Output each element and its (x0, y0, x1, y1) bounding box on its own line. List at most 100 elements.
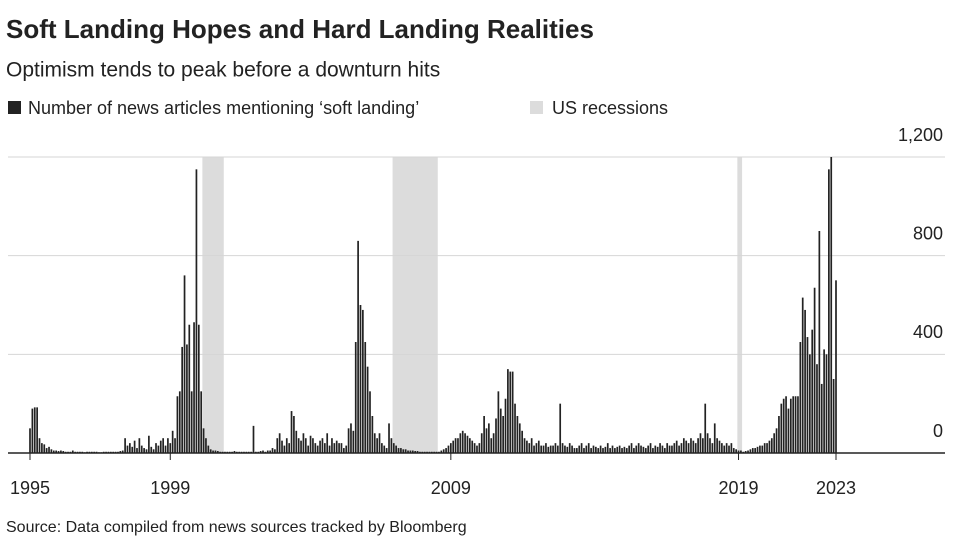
bar (578, 445, 581, 453)
bar (55, 450, 58, 453)
bar (547, 446, 550, 453)
bar (345, 445, 348, 453)
bar (797, 396, 799, 453)
bar (328, 445, 331, 453)
bar (323, 443, 326, 453)
bar (566, 446, 569, 453)
bar (183, 275, 186, 453)
bar (625, 448, 628, 453)
bar (502, 416, 504, 453)
bar (533, 445, 535, 453)
bar (143, 448, 145, 453)
bar (492, 433, 495, 453)
bar (362, 309, 364, 453)
bar (637, 443, 640, 453)
bar (145, 449, 148, 453)
bar (376, 438, 378, 453)
bar (126, 445, 129, 453)
bar (321, 438, 324, 453)
bar (792, 396, 795, 453)
bar (136, 448, 138, 453)
bar (552, 445, 554, 453)
bar (740, 450, 742, 453)
bar (338, 443, 340, 453)
bar (723, 445, 726, 453)
bar (495, 418, 497, 453)
bar (618, 445, 621, 453)
bar (713, 423, 716, 453)
bar (314, 443, 317, 453)
x-tick-label: 1999 (150, 478, 190, 498)
bar (400, 448, 402, 453)
bar (744, 451, 747, 453)
bar (773, 433, 776, 453)
bar (392, 443, 395, 453)
bar (388, 423, 390, 453)
bar (478, 443, 481, 453)
bar (485, 428, 488, 453)
bar (675, 440, 678, 453)
bar (571, 445, 573, 453)
bar (404, 449, 407, 453)
chart-subtitle: Optimism tends to peak before a downturn… (6, 59, 440, 82)
bar (312, 438, 314, 453)
bar (656, 446, 659, 453)
bar (590, 448, 592, 453)
bar (549, 445, 552, 453)
bar (756, 446, 759, 453)
bar (716, 438, 718, 453)
bar (556, 445, 559, 453)
bar (302, 433, 305, 453)
bar (283, 445, 286, 453)
bar (642, 446, 645, 453)
bar (357, 240, 359, 453)
legend-swatch (8, 101, 21, 114)
bar (466, 435, 469, 453)
bar (133, 440, 136, 453)
recession-band (202, 157, 224, 453)
recession-band (737, 157, 743, 453)
bar (319, 440, 321, 453)
bar (354, 342, 357, 453)
bar (350, 423, 352, 453)
bar (440, 450, 443, 453)
bar (167, 438, 169, 453)
bar (666, 443, 669, 453)
bar (129, 443, 131, 453)
bar (181, 346, 184, 453)
bar (48, 446, 50, 453)
x-tick-label: 2023 (816, 478, 856, 498)
bar (71, 450, 74, 453)
bar (490, 438, 493, 453)
bar (29, 428, 31, 453)
bar (369, 391, 371, 453)
bar (785, 396, 787, 453)
recession-band (392, 157, 438, 453)
bar (735, 449, 737, 453)
bar (787, 408, 790, 453)
bar (628, 445, 631, 453)
bar (825, 354, 828, 453)
bar (747, 450, 749, 453)
bar (659, 443, 661, 453)
x-tick-label: 2019 (718, 478, 758, 498)
bar (473, 443, 476, 453)
bar (152, 449, 155, 453)
bar (630, 443, 633, 453)
bar (216, 451, 219, 453)
bar (269, 450, 271, 453)
bar (390, 438, 393, 453)
legend-swatch (530, 101, 543, 114)
bar (62, 451, 65, 453)
bar (678, 445, 680, 453)
bar (497, 391, 500, 453)
bar (121, 450, 124, 453)
bar (587, 443, 590, 453)
bar (820, 383, 823, 453)
bar (397, 448, 400, 453)
bar (654, 445, 657, 453)
bar (778, 416, 780, 453)
bar (259, 451, 262, 453)
bar (704, 403, 707, 453)
bar (45, 448, 48, 453)
